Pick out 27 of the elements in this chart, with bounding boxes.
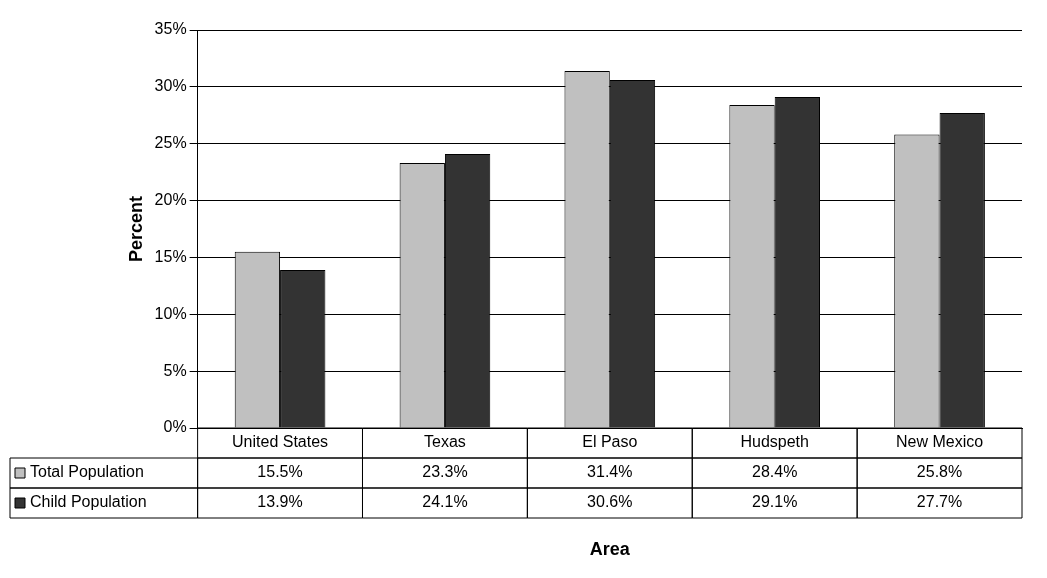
legend-label: Child Population [30, 493, 147, 511]
y-tick-label: 10% [154, 304, 187, 322]
y-tick-label: 30% [154, 77, 187, 95]
data-label: 23.3% [422, 463, 468, 481]
x-tick-label: Hudspeth [740, 433, 809, 451]
y-tick-label: 25% [154, 134, 187, 152]
y-tick-label: 35% [154, 20, 187, 38]
x-tick-label: United States [232, 433, 329, 451]
data-label: 13.9% [257, 493, 303, 511]
x-tick-label: El Paso [582, 433, 638, 451]
data-label: 30.6% [587, 493, 633, 511]
legend-label: Total Population [30, 463, 144, 481]
data-label: 24.1% [422, 493, 468, 511]
y-tick-label: 0% [163, 418, 187, 436]
y-axis-title: Percent [125, 195, 146, 263]
x-tick-label: New Mexico [895, 433, 984, 451]
data-label: 27.7% [916, 493, 963, 511]
data-label: 29.1% [752, 493, 798, 511]
data-label: 15.5% [257, 463, 303, 481]
data-label: 31.4% [587, 463, 633, 481]
y-tick-label: 5% [163, 361, 187, 379]
y-tick-label: 20% [154, 190, 187, 208]
data-label: 28.4% [752, 463, 798, 481]
y-tick-label: 15% [154, 247, 187, 265]
x-axis-title: Area [589, 538, 631, 559]
x-tick-label: Texas [424, 433, 466, 451]
data-label: 25.8% [916, 463, 963, 481]
